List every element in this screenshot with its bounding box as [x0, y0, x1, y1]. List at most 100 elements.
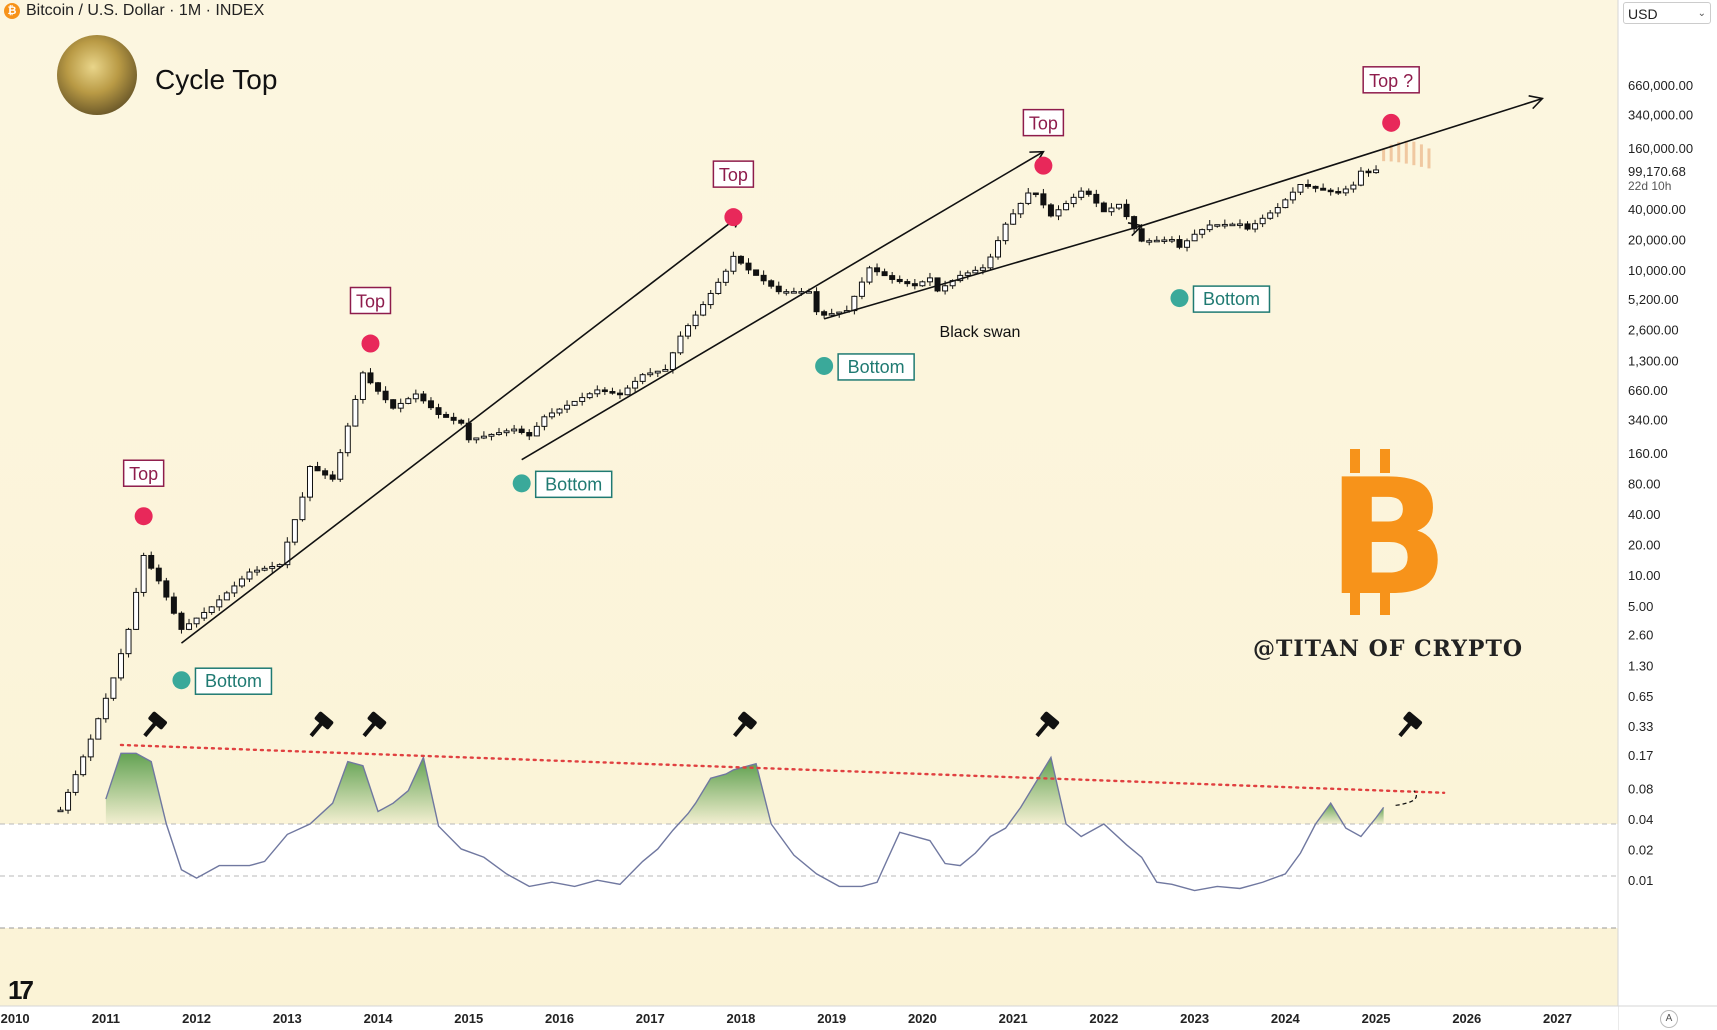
candle-body — [117, 653, 124, 679]
candle-body — [881, 271, 888, 277]
candle-body — [821, 311, 828, 316]
candle-body — [919, 281, 926, 287]
gavel-head — [1403, 711, 1423, 730]
price-tick-label: 660,000.00 — [1628, 78, 1693, 93]
price-candle — [813, 287, 820, 316]
price-candle — [110, 677, 117, 701]
price-candle — [541, 414, 548, 431]
candle-body — [133, 591, 140, 630]
top-label-box — [122, 459, 165, 487]
candle-body — [685, 325, 692, 337]
candle-body — [760, 274, 767, 282]
price-candle — [72, 770, 79, 796]
price-candle — [768, 279, 775, 289]
oscillator-fill-area — [1315, 803, 1344, 824]
price-candle — [1236, 219, 1243, 229]
price-candle — [632, 376, 639, 392]
candle-body — [715, 281, 722, 294]
bottom-marker: Bottom — [815, 353, 915, 381]
price-candle — [624, 385, 631, 396]
price-candle — [254, 566, 261, 576]
candle-body — [458, 419, 465, 424]
oscillator-band — [0, 824, 1618, 928]
price-candle — [1312, 185, 1319, 193]
candle-body — [65, 791, 72, 811]
price-candle — [1123, 199, 1130, 220]
price-candle — [390, 399, 397, 410]
price-candle — [1010, 209, 1017, 225]
price-candle — [783, 288, 790, 296]
trendline-segment — [1141, 97, 1543, 227]
oscillator-fill-area — [309, 757, 439, 824]
bottom-marker: Bottom — [172, 667, 273, 695]
top-marker: Top — [122, 459, 165, 526]
price-tick-label: 5.00 — [1628, 599, 1653, 614]
top-marker: Top — [1022, 108, 1065, 175]
price-candle — [926, 272, 933, 287]
top-label: Top — [1029, 114, 1058, 134]
time-tick-label: 2022 — [1089, 1011, 1118, 1026]
candle-body — [443, 413, 450, 418]
price-candle — [911, 279, 918, 290]
candle-body — [1040, 193, 1047, 206]
price-candle — [775, 281, 782, 295]
candle-body — [526, 432, 533, 437]
candle-body — [737, 255, 744, 264]
candle-body — [858, 281, 865, 297]
symbol-label: Bitcoin / U.S. Dollar · 1M · INDEX — [26, 2, 265, 19]
price-candle — [480, 431, 487, 440]
currency-select[interactable]: USD ⌄ — [1623, 2, 1711, 24]
top-dot — [134, 507, 153, 526]
gavel-head — [738, 711, 757, 730]
price-candle — [518, 425, 525, 435]
candle-body — [1176, 239, 1183, 248]
top-dot — [724, 208, 743, 227]
price-candle — [1025, 188, 1032, 206]
bitcoin-logo-letter: B — [1327, 444, 1449, 631]
price-candle — [616, 389, 623, 399]
candle-body — [148, 554, 155, 569]
bottom-label-box — [194, 667, 273, 695]
price-candle — [564, 400, 571, 413]
time-tick-label: 2026 — [1452, 1011, 1481, 1026]
price-candle — [1320, 183, 1327, 191]
candle-body — [1063, 203, 1070, 211]
price-candle — [344, 422, 351, 457]
gavel-handle — [143, 722, 157, 738]
price-candle — [1055, 205, 1062, 221]
candle-body — [223, 592, 230, 601]
candle-body — [662, 369, 669, 372]
price-candle — [87, 734, 94, 762]
bottom-label: Bottom — [1203, 289, 1260, 309]
price-tick-label: 0.01 — [1628, 873, 1653, 888]
candle-body — [473, 437, 480, 441]
price-candle — [420, 391, 427, 404]
price-candle — [496, 427, 503, 436]
candle-body — [178, 612, 185, 630]
price-candle — [102, 693, 109, 723]
price-candle — [790, 287, 797, 294]
price-candle — [352, 395, 359, 427]
time-tick-label: 2014 — [364, 1011, 394, 1026]
candle-body — [896, 278, 903, 283]
trendline — [1141, 95, 1544, 227]
price-candle — [133, 587, 140, 631]
bottom-dot — [1170, 289, 1189, 308]
candle-body — [926, 277, 933, 283]
price-candle — [1063, 200, 1070, 211]
price-candle — [874, 263, 881, 276]
candle-body — [775, 285, 782, 293]
price-candle — [760, 270, 767, 285]
price-candle — [80, 754, 87, 777]
candle-body — [397, 402, 404, 409]
gavel-head — [314, 711, 334, 730]
price-tick-label: 0.17 — [1628, 748, 1653, 763]
auto-scale-button[interactable]: A — [1660, 1010, 1678, 1028]
time-tick-label: 2024 — [1271, 1011, 1301, 1026]
price-candle — [987, 253, 994, 271]
candle-body — [904, 281, 911, 285]
price-candle — [208, 606, 215, 615]
price-candle — [65, 788, 72, 814]
candle-body — [329, 474, 336, 480]
